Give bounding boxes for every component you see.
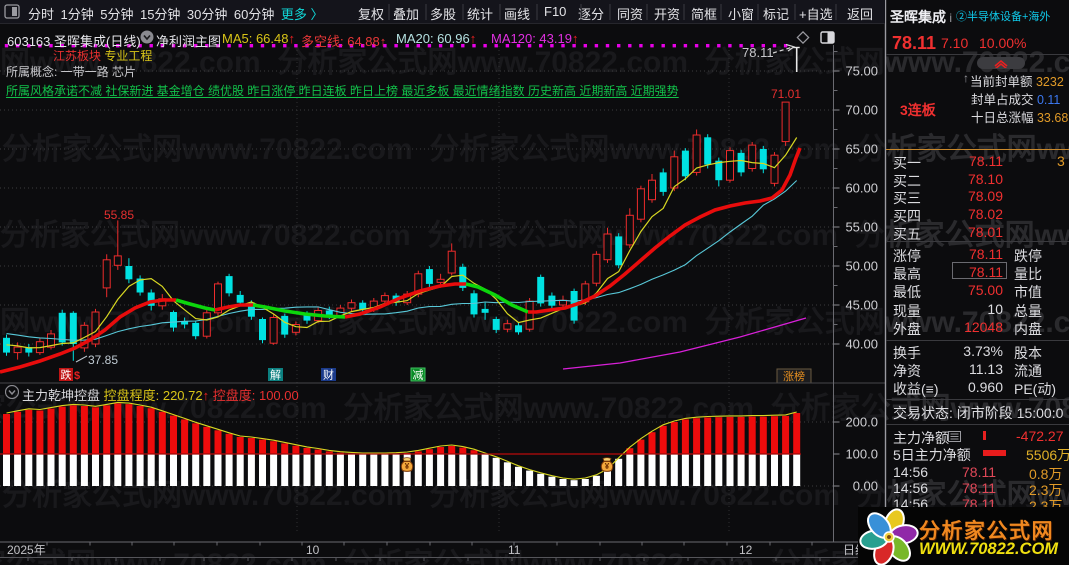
svg-text:分析家公式网www.70822.com 分析家公式网www: 分析家公式网www.70822.com 分析家公式网www.70822.com … bbox=[0, 306, 1069, 339]
svg-text:65.00: 65.00 bbox=[845, 142, 878, 157]
svg-text:分析家公式网www.70822.com 分析家公式网www: 分析家公式网www.70822.com 分析家公式网www.70822.com … bbox=[0, 392, 1069, 425]
svg-text:涨榜: 涨榜 bbox=[783, 369, 805, 383]
svg-text:0.00: 0.00 bbox=[853, 479, 878, 494]
svg-text:45.00: 45.00 bbox=[845, 298, 878, 313]
svg-text:¥: ¥ bbox=[405, 462, 410, 471]
svg-text:分析家公式网www.70822.com 分析家公式网www: 分析家公式网www.70822.com 分析家公式网www.70822.com … bbox=[2, 479, 1069, 512]
svg-text:37.85: 37.85 bbox=[88, 353, 118, 367]
svg-text:78.11: 78.11 bbox=[742, 45, 774, 60]
svg-text:11: 11 bbox=[508, 543, 521, 557]
svg-text:$: $ bbox=[74, 370, 80, 382]
svg-text:55.85: 55.85 bbox=[104, 208, 134, 222]
svg-text:75.00: 75.00 bbox=[845, 64, 878, 79]
svg-text:2025年: 2025年 bbox=[7, 543, 46, 557]
svg-text:71.01: 71.01 bbox=[771, 87, 801, 101]
svg-text:¥: ¥ bbox=[605, 462, 610, 471]
svg-text:财: 财 bbox=[323, 368, 334, 382]
svg-text:减: 减 bbox=[413, 369, 424, 382]
svg-text:分析家公式网www.70822.com 分析家公式网www: 分析家公式网www.70822.com 分析家公式网www.70822.com … bbox=[0, 219, 1069, 252]
svg-text:分析家公式网www.70822.com 分析家公式网www: 分析家公式网www.70822.com 分析家公式网www.70822.com … bbox=[2, 479, 1069, 512]
svg-text:200.0: 200.0 bbox=[845, 415, 878, 430]
svg-text:40.00: 40.00 bbox=[845, 337, 878, 352]
svg-text:分析家公式网www.70822.com 分析家公式网www: 分析家公式网www.70822.com 分析家公式网www.70822.com … bbox=[0, 548, 1069, 565]
svg-text:12: 12 bbox=[739, 543, 753, 557]
svg-text:50.00: 50.00 bbox=[845, 259, 878, 274]
svg-text:100.0: 100.0 bbox=[845, 447, 878, 462]
svg-text:10: 10 bbox=[306, 543, 320, 557]
svg-text:60.00: 60.00 bbox=[845, 181, 878, 196]
svg-text:70.00: 70.00 bbox=[845, 103, 878, 118]
svg-text:55.00: 55.00 bbox=[845, 220, 878, 235]
svg-text:分析家公式网www.70822.com 分析家公式网www: 分析家公式网www.70822.com 分析家公式网www.70822.com … bbox=[0, 46, 1069, 79]
svg-text:跌: 跌 bbox=[61, 368, 72, 382]
svg-text:分析家公式网www.70822.com 分析家公式网www: 分析家公式网www.70822.com 分析家公式网www.70822.com … bbox=[0, 392, 1069, 425]
svg-text:分析家公式网www.70822.com 分析家公式网www: 分析家公式网www.70822.com 分析家公式网www.70822.com … bbox=[0, 219, 1069, 252]
svg-text:解: 解 bbox=[270, 368, 281, 382]
